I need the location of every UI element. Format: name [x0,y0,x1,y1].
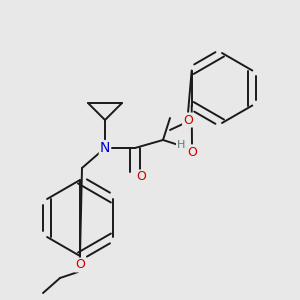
Text: O: O [187,146,197,158]
Text: N: N [100,141,110,155]
Text: O: O [75,259,85,272]
Text: H: H [177,140,185,150]
Text: O: O [183,113,193,127]
Text: O: O [136,170,146,184]
